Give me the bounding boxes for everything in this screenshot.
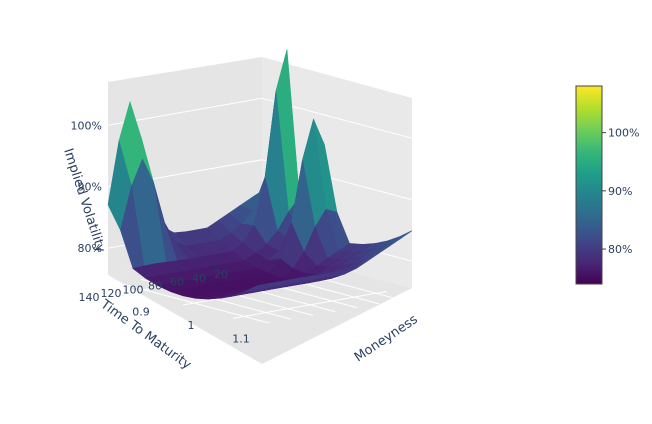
y-tick-label: 80 xyxy=(148,280,162,293)
y-tick-label: 60 xyxy=(170,276,184,289)
colorbar: 80% 90% 100% xyxy=(575,85,639,285)
colorbar-tick-label: 100% xyxy=(608,127,639,140)
z-gridline xyxy=(107,97,413,139)
z-axis-ticks: 80% 90% 100% xyxy=(71,119,102,255)
y-tick-label: 140 xyxy=(79,291,100,304)
x-gridline xyxy=(232,290,388,319)
x-tick-label: 1 xyxy=(188,319,195,332)
colorbar-ticks: 80% 90% 100% xyxy=(602,127,639,256)
z-tick-label: 80% xyxy=(78,242,102,255)
z-axis-title: Implied Volatility xyxy=(60,147,108,255)
y-tick-label: 120 xyxy=(101,287,122,300)
y-tick-label: 40 xyxy=(192,272,206,285)
y-tick-label: 20 xyxy=(214,268,228,281)
z-tick-label: 100% xyxy=(71,119,102,132)
surface-patch xyxy=(245,283,270,292)
colorbar-tick-label: 90% xyxy=(608,185,632,198)
x-axis-ticks: 0.9 1 1.1 xyxy=(132,306,250,346)
z-tick-label: 90% xyxy=(78,181,102,194)
x-tick-label: 0.9 xyxy=(132,306,150,319)
colorbar-tick-label: 80% xyxy=(608,243,632,256)
x-axis-title: Moneyness xyxy=(352,312,421,365)
scene[interactable] xyxy=(107,49,413,364)
x-tick-label: 1.1 xyxy=(232,332,250,345)
z-gridline xyxy=(107,159,413,201)
colorbar-bar xyxy=(575,85,603,285)
surface[interactable] xyxy=(107,49,413,300)
y-tick-label: 100 xyxy=(123,283,144,296)
